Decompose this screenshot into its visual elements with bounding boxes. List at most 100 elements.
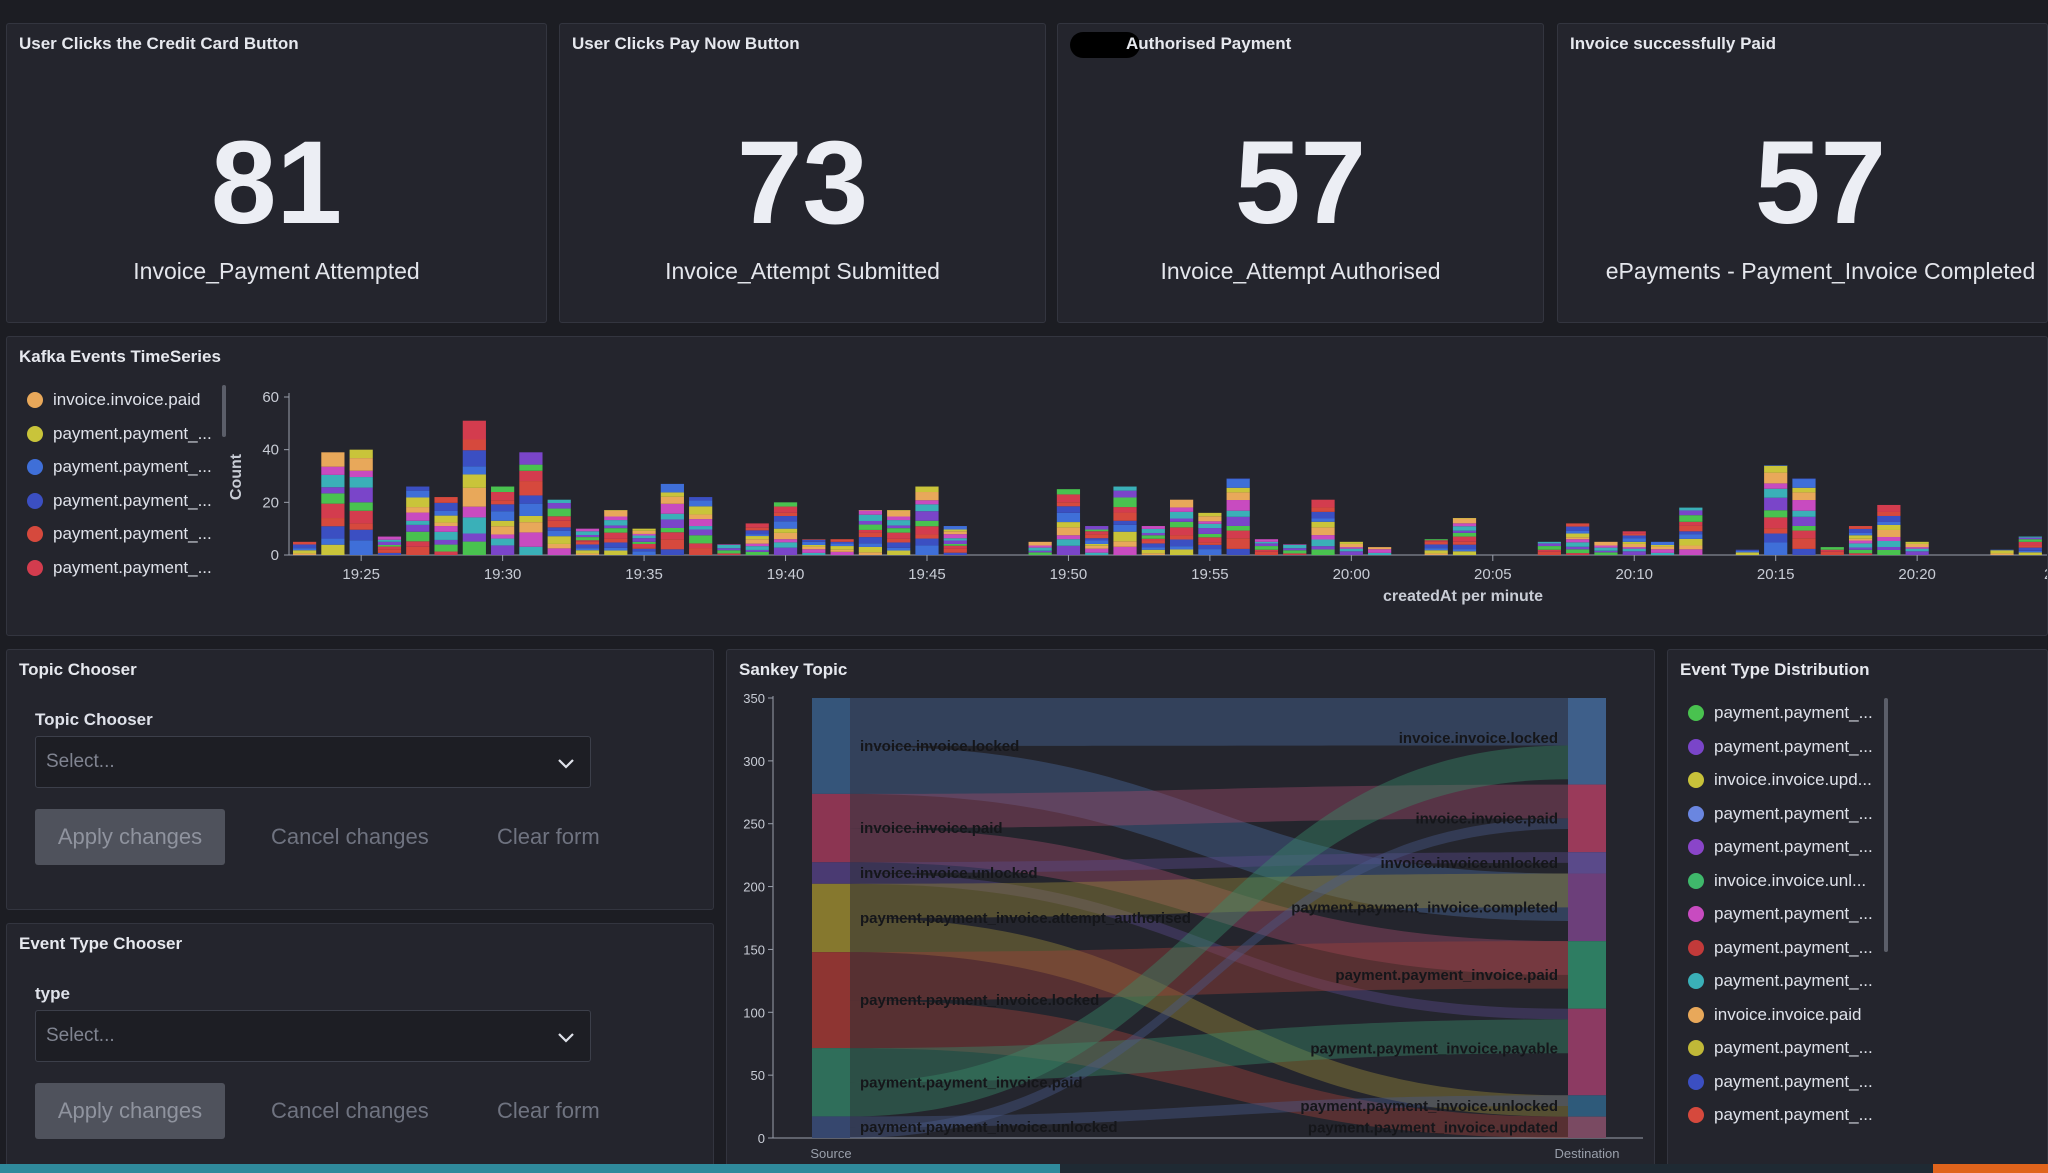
legend-item[interactable]: invoice.invoice.upd... [1688,767,1872,793]
topic-select[interactable]: Select... [35,736,591,788]
bar-stack[interactable] [1594,541,1618,555]
bar-stack[interactable] [632,528,656,555]
sankey-link[interactable] [850,745,1568,921]
bar-stack[interactable] [660,483,684,555]
legend-scrollbar[interactable] [222,385,226,437]
sankey-source-node[interactable] [812,698,850,794]
legend-item[interactable]: invoice.invoice.paid [1688,1002,1861,1028]
bar-stack[interactable] [773,502,798,555]
legend-item[interactable]: payment.payment_... [1688,700,1873,726]
bar-stack[interactable] [1141,526,1165,555]
legend-item[interactable]: payment.payment_... [27,555,212,581]
legend-item[interactable]: payment.payment_... [1688,801,1873,827]
sankey-link[interactable] [850,745,1568,1117]
bar-stack[interactable] [1113,486,1137,555]
bar-stack[interactable] [1848,526,1873,555]
legend-item[interactable]: payment.payment_... [1688,968,1873,994]
sankey-link[interactable] [850,918,1568,1117]
clear-form-button[interactable]: Clear form [497,1098,600,1123]
bar-stack[interactable] [802,539,826,555]
bar-stack[interactable] [1792,478,1816,555]
bar-stack[interactable] [1056,489,1081,555]
bar-stack[interactable] [1170,499,1194,555]
legend-item[interactable]: payment.payment_... [1688,901,1873,927]
bar-stack[interactable] [1085,526,1109,555]
bar-stack[interactable] [943,526,967,555]
bar-stack[interactable] [1735,549,1760,555]
legend-item[interactable]: payment.payment_... [27,454,212,480]
sankey-link[interactable] [850,941,1568,1001]
sankey-link[interactable] [850,698,1568,746]
sankey-destination-node[interactable] [1568,873,1606,942]
bar-stack[interactable] [377,536,402,555]
clear-form-button[interactable]: Clear form [497,824,600,849]
sankey-link[interactable] [850,1000,1568,1138]
bar-stack[interactable] [689,497,713,555]
cancel-changes-button[interactable]: Cancel changes [271,824,429,849]
legend-item[interactable]: payment.payment_... [1688,1102,1873,1128]
legend-item[interactable]: payment.payment_... [27,421,212,447]
bar-stack[interactable] [519,452,543,555]
sankey-destination-node[interactable] [1568,698,1606,785]
bar-stack[interactable] [1622,531,1646,555]
bar-stack[interactable] [1028,541,1052,555]
bar-stack[interactable] [1537,541,1561,555]
bar-stack[interactable] [1679,507,1703,555]
legend-item[interactable]: payment.payment_... [1688,734,1873,760]
bar-stack[interactable] [547,499,571,555]
bar-stack[interactable] [1764,465,1788,555]
bar-stack[interactable] [349,449,373,555]
sankey-link[interactable] [850,873,1568,918]
apply-changes-button[interactable]: Apply changes [35,1083,225,1139]
legend-item[interactable]: payment.payment_... [1688,1069,1873,1095]
bar-stack[interactable] [1311,499,1335,555]
sankey-destination-node[interactable] [1568,1116,1606,1138]
bar-stack[interactable] [1877,504,1901,555]
legend-item[interactable]: invoice.invoice.paid [27,387,200,413]
legend-item[interactable]: payment.payment_... [1688,834,1873,860]
sankey-source-node[interactable] [812,862,850,884]
legend-item[interactable]: payment.payment_... [27,521,212,547]
bar-stack[interactable] [1905,541,1929,555]
sankey-link[interactable] [850,873,1568,1020]
bar-stack[interactable] [575,528,600,555]
sankey-source-node[interactable] [812,793,850,863]
cancel-changes-button[interactable]: Cancel changes [271,1098,429,1123]
legend-item[interactable]: payment.payment_... [1688,935,1873,961]
bar-stack[interactable] [717,544,741,555]
bar-stack[interactable] [1452,518,1477,555]
legend-item[interactable]: payment.payment_... [1688,1035,1873,1061]
legend-scrollbar[interactable] [1884,698,1888,952]
sankey-destination-node[interactable] [1568,1008,1606,1096]
bar-stack[interactable] [1283,544,1307,555]
sankey-link[interactable] [850,852,1568,874]
bar-stack[interactable] [915,486,939,555]
bar-stack[interactable] [1198,512,1222,555]
bar-stack[interactable] [2018,536,2042,555]
legend-item[interactable]: payment.payment_... [27,488,212,514]
bar-stack[interactable] [830,539,854,555]
bar-stack[interactable] [1226,478,1250,555]
bar-stack[interactable] [604,510,628,555]
sankey-source-node[interactable] [812,1116,850,1138]
sankey-link[interactable] [850,828,1568,975]
sankey-link[interactable] [850,818,1568,1138]
legend-item[interactable]: invoice.invoice.unl... [1688,868,1866,894]
sankey-destination-node[interactable] [1568,852,1606,874]
bar-stack[interactable] [321,452,345,555]
sankey-destination-node[interactable] [1568,1095,1606,1117]
bar-stack[interactable] [1566,523,1590,555]
sankey-source-node[interactable] [812,952,850,1049]
bar-stack[interactable] [462,420,486,555]
sankey-destination-node[interactable] [1568,784,1606,853]
sankey-link[interactable] [850,1095,1568,1128]
type-select[interactable]: Select... [35,1010,591,1062]
bar-stack[interactable] [406,486,430,555]
sankey-destination-node[interactable] [1568,941,1606,1009]
bar-stack[interactable] [1990,549,2014,555]
bar-stack[interactable] [491,486,515,555]
bar-stack[interactable] [745,523,769,555]
sankey-source-node[interactable] [812,883,850,953]
bar-stack[interactable] [1254,539,1279,555]
sankey-source-node[interactable] [812,1048,850,1117]
